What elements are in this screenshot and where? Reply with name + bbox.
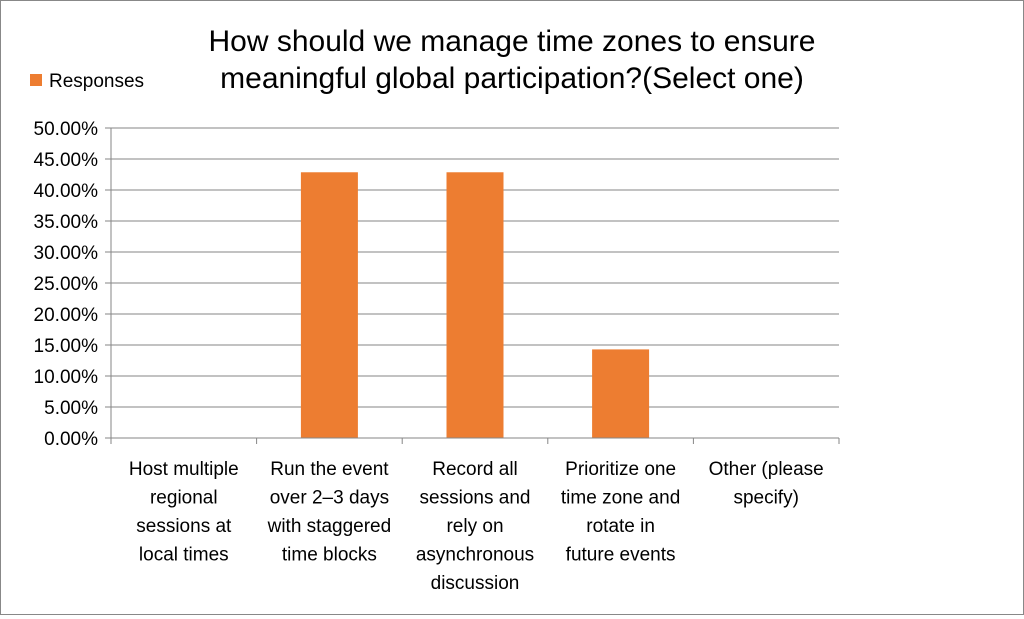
y-tick-label: 15.00% bbox=[34, 336, 99, 357]
bar bbox=[592, 349, 650, 438]
y-tick-label: 20.00% bbox=[34, 305, 99, 326]
bar bbox=[300, 172, 358, 438]
x-category-label: Run the event over 2–3 days with staggered… bbox=[267, 459, 392, 566]
y-tick-label: 0.00% bbox=[44, 429, 98, 450]
x-category-label-line: local times bbox=[139, 545, 229, 566]
y-tick-label: 50.00% bbox=[34, 119, 99, 140]
x-category-label-line: asynchronous bbox=[416, 545, 534, 566]
x-category-label-line: regional bbox=[150, 488, 218, 509]
chart-title-line: How should we manage time zones to ensur… bbox=[208, 25, 815, 58]
x-category-label-line: with staggered bbox=[267, 516, 392, 537]
x-category-label: Prioritize one time zone and rotate in futu… bbox=[561, 459, 680, 566]
x-category-label-line: specify) bbox=[733, 488, 798, 509]
legend: Responses bbox=[30, 71, 144, 92]
chart-title-line: meaningful global participation?(Select … bbox=[220, 62, 804, 95]
x-category-label-line: Other (please bbox=[709, 459, 824, 480]
axes bbox=[110, 128, 840, 444]
y-tick-label: 5.00% bbox=[44, 398, 98, 419]
y-tick-label: 45.00% bbox=[34, 150, 99, 171]
x-category-label-line: Run the event bbox=[270, 459, 389, 480]
x-category-label-line: rotate in bbox=[586, 516, 655, 537]
x-category-label-line: time zone and bbox=[561, 488, 680, 509]
x-category-label-line: discussion bbox=[431, 573, 520, 594]
x-category-label: Record all sessions and rely on asynchronou… bbox=[416, 459, 534, 594]
y-tick-label: 35.00% bbox=[34, 212, 99, 233]
y-tick-label: 30.00% bbox=[34, 243, 99, 264]
x-category-label-line: Record all bbox=[432, 459, 518, 480]
x-axis-categories: Host multiple regional sessions at local ti… bbox=[129, 459, 824, 594]
x-category-label-line: time blocks bbox=[282, 545, 377, 566]
bar bbox=[446, 172, 504, 438]
x-category-label-line: future events bbox=[566, 545, 676, 566]
x-category-label-line: over 2–3 days bbox=[270, 488, 389, 509]
y-tick-label: 40.00% bbox=[34, 181, 99, 202]
x-category-label-line: rely on bbox=[446, 516, 503, 537]
chart-title: How should we manage time zones to ensur… bbox=[208, 25, 815, 95]
x-category-label-line: sessions at bbox=[136, 516, 232, 537]
bars bbox=[300, 172, 650, 438]
x-category-label-line: sessions and bbox=[420, 488, 531, 509]
x-category-label: Host multiple regional sessions at local ti… bbox=[129, 459, 239, 566]
y-tick-label: 25.00% bbox=[34, 274, 99, 295]
x-category-label: Other (please specify) bbox=[709, 459, 824, 509]
legend-swatch bbox=[30, 74, 42, 86]
x-category-label-line: Host multiple bbox=[129, 459, 239, 480]
y-axis-ticks: 0.00% 5.00% 10.00% 15.00% 20.00% 25.00% 30.00%… bbox=[34, 119, 99, 450]
y-tick-label: 10.00% bbox=[34, 367, 99, 388]
legend-label: Responses bbox=[49, 71, 144, 92]
x-category-label-line: Prioritize one bbox=[565, 459, 676, 480]
